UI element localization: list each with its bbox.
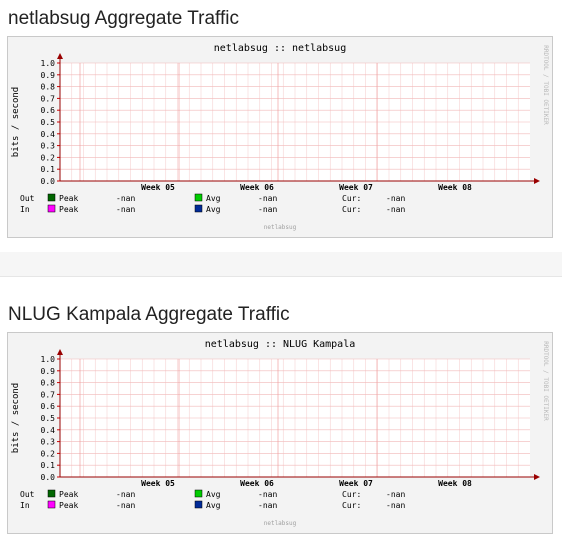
legend-avg-label: Avg [206,490,221,499]
y-tick-label: 0.6 [41,402,56,411]
legend-swatch-avg [194,489,203,498]
graph-title: netlabsug :: NLUG Kampala [205,339,356,350]
y-tick-label: 0.3 [41,142,56,151]
legend-peak-value: -nan [116,490,135,499]
legend-avg-label: Avg [206,194,221,203]
legend-avg-label: Avg [206,205,221,214]
x-tick-label: Week 08 [438,183,472,192]
y-tick-label: 1.0 [41,59,56,68]
y-axis-arrow [57,349,63,355]
legend-swatch-avg [194,193,203,202]
y-tick-label: 0.2 [41,153,56,162]
legend-avg-value: -nan [258,205,277,214]
legend-peak-value: -nan [116,194,135,203]
legend-peak-label: Peak [59,205,78,214]
legend-swatch-peak [47,500,56,509]
legend-avg-value: -nan [258,490,277,499]
legend-peak-label: Peak [59,501,78,510]
legend-cur-value: -nan [386,490,405,499]
legend-avg-value: -nan [258,194,277,203]
traffic-graph-netlabsug: 1.0 0.9 0.8 0.7 0.6 0.5 0.4 0.3 0.2 0.1 0.0 Week 05… [7,36,553,238]
y-axis-arrow [57,53,63,59]
legend-peak-value: -nan [116,205,135,214]
y-tick-label: 0.7 [41,94,56,103]
x-tick-label: Week 06 [240,183,274,192]
graph-title: netlabsug :: netlabsug [214,43,346,54]
legend-cur-value: -nan [386,501,405,510]
y-tick-label: 0.0 [41,177,56,186]
legend-direction: Out [20,194,35,203]
x-tick-label: Week 07 [339,183,373,192]
y-tick-label: 0.3 [41,438,56,447]
traffic-graph-nlug-kampala: 1.0 0.9 0.8 0.7 0.6 0.5 0.4 0.3 0.2 0.1 0.0 Week 05… [7,332,553,534]
y-tick-label: 0.8 [41,83,56,92]
y-tick-label: 1.0 [41,355,56,364]
y-tick-label: 0.9 [41,71,56,80]
legend-cur-value: -nan [386,194,405,203]
legend-swatch-avg [194,500,203,509]
x-axis-arrow [534,474,540,480]
legend-swatch-peak [47,489,56,498]
graph-canvas: 1.0 0.9 0.8 0.7 0.6 0.5 0.4 0.3 0.2 0.1 0.0 Week 05… [11,339,549,527]
legend-avg-label: Avg [206,501,221,510]
y-tick-label: 0.1 [41,461,56,470]
legend-avg-value: -nan [258,501,277,510]
legend-direction: Out [20,490,35,499]
y-tick-label: 0.1 [41,165,56,174]
legend-peak-value: -nan [116,501,135,510]
y-tick-label: 0.5 [41,414,56,423]
x-tick-label: Week 06 [240,479,274,488]
y-tick-label: 0.6 [41,106,56,115]
section-heading-netlabsug: netlabsug Aggregate Traffic [8,8,239,29]
divider-line [0,276,562,277]
legend-cur-label: Cur: [342,501,361,510]
x-tick-label: Week 05 [141,183,175,192]
x-axis-arrow [534,178,540,184]
section-heading-nlug-kampala: NLUG Kampala Aggregate Traffic [8,304,290,325]
graph-footer: netlabsug [264,520,297,527]
legend-cur-label: Cur: [342,205,361,214]
section-divider [0,252,562,276]
graph-canvas: 1.0 0.9 0.8 0.7 0.6 0.5 0.4 0.3 0.2 0.1 0.0 Week 05… [11,43,549,231]
legend-swatch-peak [47,193,56,202]
y-tick-label: 0.9 [41,367,56,376]
legend-swatch-avg [194,204,203,213]
legend-cur-label: Cur: [342,194,361,203]
legend-direction: In [20,501,30,510]
y-tick-label: 0.5 [41,118,56,127]
y-tick-label: 0.4 [41,130,56,139]
y-tick-label: 0.8 [41,379,56,388]
legend-peak-label: Peak [59,194,78,203]
y-axis-label: bits / second [11,383,21,453]
y-tick-label: 0.7 [41,390,56,399]
y-tick-label: 0.4 [41,426,56,435]
y-axis-label: bits / second [11,87,21,157]
x-tick-label: Week 07 [339,479,373,488]
rrdtool-watermark: RRDTOOL / TOBI OETIKER [542,341,549,421]
y-tick-label: 0.2 [41,449,56,458]
x-tick-label: Week 08 [438,479,472,488]
y-tick-label: 0.0 [41,473,56,482]
legend-swatch-peak [47,204,56,213]
graph-footer: netlabsug [264,224,297,231]
legend-peak-label: Peak [59,490,78,499]
legend-cur-label: Cur: [342,490,361,499]
x-tick-label: Week 05 [141,479,175,488]
legend-direction: In [20,205,30,214]
legend-cur-value: -nan [386,205,405,214]
rrdtool-watermark: RRDTOOL / TOBI OETIKER [542,45,549,125]
